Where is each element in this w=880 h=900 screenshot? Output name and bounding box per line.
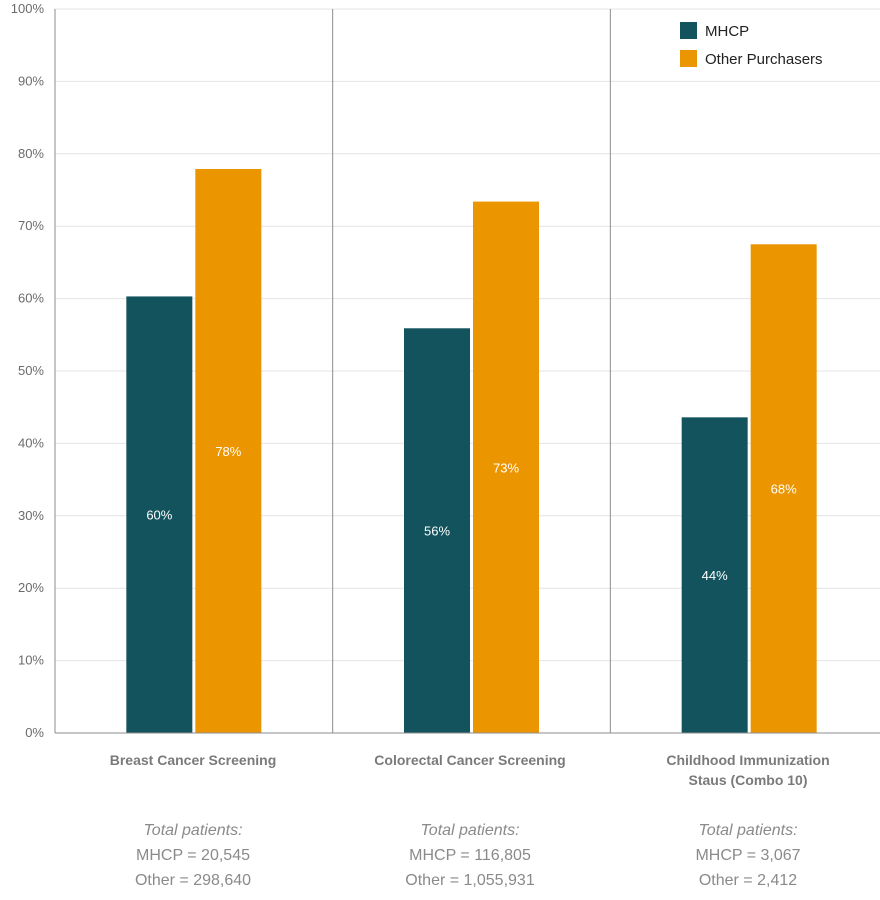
totals-colorectal: Total patients: MHCP = 116,805 Other = 1…: [332, 818, 608, 893]
y-tick-label: 10%: [18, 653, 44, 668]
totals-mhcp: MHCP = 20,545: [136, 847, 250, 864]
y-tick-label: 40%: [18, 435, 44, 450]
legend: MHCP Other Purchasers: [680, 22, 823, 68]
y-tick-label: 30%: [18, 508, 44, 523]
y-tick-label: 80%: [18, 146, 44, 161]
bar-mhcp: [404, 328, 470, 733]
category-label-line: Colorectal Cancer Screening: [374, 752, 566, 768]
totals-other: Other = 2,412: [698, 872, 798, 889]
legend-swatch-mhcp: [680, 22, 697, 39]
bar-value-label: 73%: [493, 460, 519, 475]
y-tick-label: 70%: [18, 218, 44, 233]
totals-other: Other = 298,640: [134, 872, 252, 889]
totals-title: Total patients:: [698, 822, 798, 839]
bar-value-label: 68%: [771, 482, 797, 497]
y-tick-label: 90%: [18, 73, 44, 88]
bar-other: [750, 244, 817, 734]
totals-mhcp: MHCP = 3,067: [695, 847, 801, 864]
bar-value-label: 56%: [424, 524, 450, 539]
bars: 60% 78% 56% 73% 44% 68%: [126, 169, 817, 734]
category-label-line: Breast Cancer Screening: [109, 752, 277, 768]
y-tick-label: 20%: [18, 580, 44, 595]
y-tick-label: 0%: [25, 725, 44, 740]
category-label-colorectal: Colorectal Cancer Screening: [332, 750, 608, 770]
axes: [54, 9, 880, 734]
category-label-line: Staus (Combo 10): [688, 772, 808, 788]
totals-other: Other = 1,055,931: [405, 872, 535, 889]
bar-value-label: 78%: [215, 444, 241, 459]
legend-label-mhcp: MHCP: [705, 23, 749, 40]
totals-title: Total patients:: [143, 822, 243, 839]
y-axis-tick-labels: 0% 10% 20% 30% 40% 50% 60% 70% 80% 90% 100%: [11, 1, 45, 740]
bar-mhcp: [681, 417, 748, 733]
legend-swatch-other: [680, 50, 697, 67]
totals-mhcp: MHCP = 116,805: [409, 847, 531, 864]
bar-other: [195, 169, 262, 733]
totals-breast: Total patients: MHCP = 20,545 Other = 29…: [55, 818, 331, 893]
category-separators: [332, 9, 611, 733]
y-tick-label: 50%: [18, 363, 44, 378]
category-label-childhood: Childhood Immunization Staus (Combo 10): [610, 750, 880, 790]
y-tick-label: 60%: [18, 291, 44, 306]
y-tick-label: 100%: [11, 1, 45, 16]
bar-other: [473, 201, 539, 734]
category-label-breast: Breast Cancer Screening: [55, 750, 331, 770]
totals-title: Total patients:: [420, 822, 520, 839]
bar-value-label: 60%: [146, 508, 172, 523]
bar-mhcp: [126, 296, 193, 733]
gridlines: [55, 8, 880, 662]
totals-childhood: Total patients: MHCP = 3,067 Other = 2,4…: [610, 818, 880, 893]
bar-value-label: 44%: [702, 568, 728, 583]
legend-label-other: Other Purchasers: [705, 51, 823, 68]
category-label-line: Childhood Immunization: [666, 752, 830, 768]
